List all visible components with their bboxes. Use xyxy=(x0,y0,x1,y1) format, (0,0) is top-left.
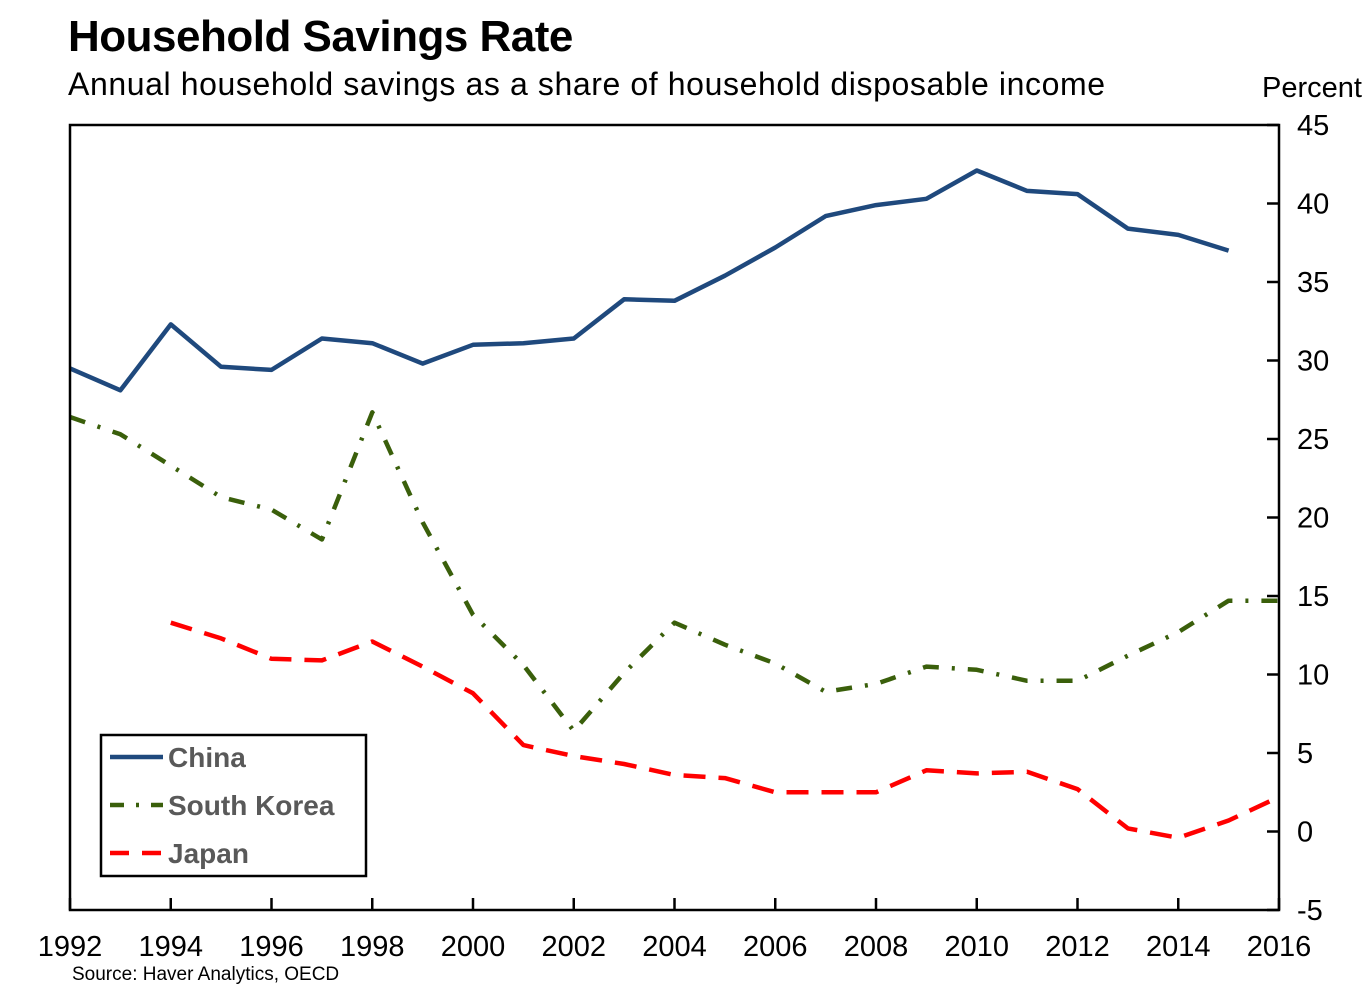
legend-label: South Korea xyxy=(168,790,335,821)
x-tick-label: 1994 xyxy=(138,931,203,963)
y-tick-label: 40 xyxy=(1297,189,1329,221)
x-tick-label: 1998 xyxy=(340,931,405,963)
y-tick-label: 5 xyxy=(1297,738,1313,770)
x-tick-label: 2016 xyxy=(1247,931,1312,963)
y-tick-label: 25 xyxy=(1297,424,1329,456)
legend-label: Japan xyxy=(168,838,249,869)
x-tick-label: 2002 xyxy=(541,931,606,963)
x-tick-label: 2014 xyxy=(1146,931,1211,963)
y-tick-label: 0 xyxy=(1297,817,1313,849)
y-tick-label: 15 xyxy=(1297,581,1329,613)
source-note: Source: Haver Analytics, OECD xyxy=(72,964,340,985)
legend-label: China xyxy=(168,742,246,773)
y-tick-label: -5 xyxy=(1297,895,1323,927)
x-tick-label: 2008 xyxy=(844,931,909,963)
x-tick-label: 1992 xyxy=(38,931,103,963)
x-tick-label: 2000 xyxy=(441,931,506,963)
y-tick-label: 35 xyxy=(1297,267,1329,299)
x-tick-label: 2004 xyxy=(642,931,707,963)
x-tick-label: 2010 xyxy=(944,931,1009,963)
series-line-japan xyxy=(170,620,1279,841)
y-tick-label: 20 xyxy=(1297,503,1329,535)
series-line-china xyxy=(70,168,1230,393)
x-tick-label: 2006 xyxy=(743,931,808,963)
chart-title: Household Savings Rate xyxy=(68,12,573,61)
y-tick-label: 30 xyxy=(1297,346,1329,378)
y-tick-label: 10 xyxy=(1297,660,1329,692)
series-line-south-korea xyxy=(70,410,1279,734)
chart-subtitle: Annual household savings as a share of h… xyxy=(68,66,1106,102)
x-tick-label: 1996 xyxy=(239,931,304,963)
y-axis-unit-label: Percent xyxy=(1262,72,1362,104)
y-tick-label: 45 xyxy=(1297,110,1329,142)
x-tick-label: 2012 xyxy=(1045,931,1110,963)
